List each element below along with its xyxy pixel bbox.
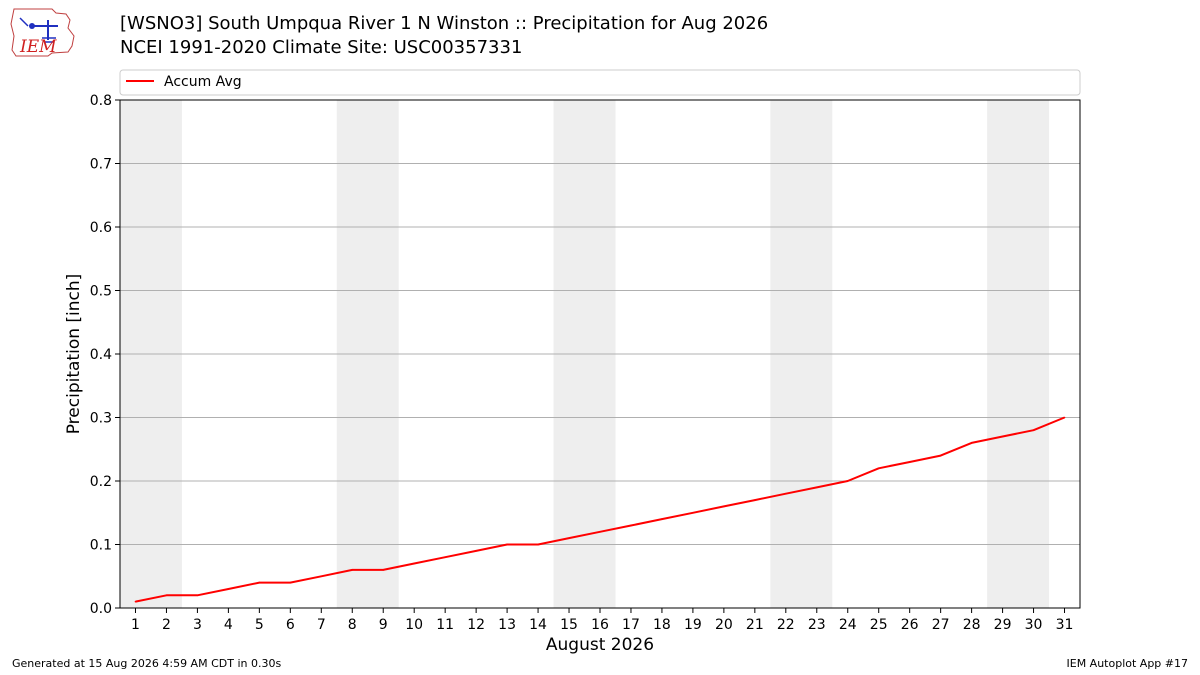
x-tick-label: 2: [162, 617, 171, 633]
x-tick-label: 19: [684, 617, 702, 633]
generated-timestamp: Generated at 15 Aug 2026 4:59 AM CDT in …: [12, 657, 282, 670]
x-tick-label: 13: [498, 617, 516, 633]
data-point: [815, 486, 818, 489]
x-tick-label: 25: [870, 617, 888, 633]
data-point: [351, 569, 354, 571]
data-point: [785, 492, 787, 495]
data-point: [475, 550, 477, 552]
x-tick-label: 23: [808, 617, 826, 633]
x-tick-label: 18: [653, 617, 671, 633]
data-point: [661, 518, 663, 520]
x-tick-label: 5: [255, 617, 264, 633]
x-tick-label: 27: [932, 617, 950, 633]
title-line-2: NCEI 1991-2020 Climate Site: USC00357331: [120, 37, 523, 58]
x-tick-label: 30: [1025, 617, 1043, 633]
data-point: [568, 537, 570, 539]
data-point: [134, 600, 137, 603]
data-point: [506, 543, 508, 546]
data-point: [196, 594, 199, 597]
x-tick-label: 11: [436, 617, 454, 633]
data-point: [320, 575, 323, 578]
x-tick-label: 31: [1056, 617, 1074, 633]
data-point: [289, 581, 292, 584]
legend-box: [119, 69, 1081, 96]
data-point: [877, 467, 880, 470]
x-tick-label: 12: [467, 617, 485, 633]
x-tick-label: 22: [777, 617, 795, 633]
y-tick-label: 0.1: [90, 538, 112, 554]
data-point: [723, 505, 725, 508]
y-tick-label: 0.6: [90, 220, 112, 236]
x-tick-label: 8: [348, 617, 357, 633]
chart-title: [WSNO3] South Umpqua River 1 N Winston :…: [120, 12, 768, 60]
y-tick-label: 0.0: [90, 601, 112, 617]
y-tick-label: 0.8: [90, 93, 112, 109]
app-label: IEM Autoplot App #17: [1066, 657, 1189, 670]
x-tick-label: 3: [193, 617, 202, 633]
data-point: [970, 442, 973, 444]
x-tick-label: 6: [286, 617, 295, 633]
iem-logo-icon: IEM: [10, 8, 75, 57]
data-point: [258, 581, 261, 584]
x-tick-label: 4: [224, 617, 233, 633]
x-tick-label: 20: [715, 617, 733, 633]
x-tick-label: 9: [379, 617, 388, 633]
y-tick-label: 0.3: [90, 411, 112, 427]
x-tick-label: 14: [529, 617, 547, 633]
x-tick-label: 15: [560, 617, 578, 633]
x-tick-label: 10: [405, 617, 423, 633]
data-point: [754, 499, 756, 501]
data-point: [165, 594, 168, 597]
x-tick-label: 26: [901, 617, 919, 633]
data-point: [599, 531, 601, 533]
data-point: [382, 569, 385, 571]
legend-label: Accum Avg: [164, 74, 242, 90]
x-tick-label: 21: [746, 617, 764, 633]
title-line-1: [WSNO3] South Umpqua River 1 N Winston :…: [120, 13, 769, 34]
data-point: [939, 454, 942, 457]
data-point: [908, 461, 911, 463]
x-tick-label: 17: [622, 617, 640, 633]
y-tick-label: 0.7: [90, 157, 112, 173]
x-tick-label: 1: [131, 617, 140, 633]
data-point: [413, 562, 415, 565]
legend: Accum Avg: [119, 69, 1081, 96]
y-tick-label: 0.5: [90, 284, 112, 300]
y-axis-label: Precipitation [inch]: [64, 274, 84, 435]
x-tick-label: 7: [317, 617, 326, 633]
data-point: [1001, 435, 1004, 438]
x-tick-label: 28: [963, 617, 981, 633]
data-point: [846, 480, 849, 482]
data-point: [692, 511, 694, 514]
y-tick-label: 0.2: [90, 474, 112, 490]
x-tick-label: 24: [839, 617, 857, 633]
data-point: [1063, 416, 1066, 419]
x-tick-label: 16: [591, 617, 609, 633]
x-tick-label: 29: [994, 617, 1012, 633]
y-tick-label: 0.4: [90, 347, 112, 363]
data-point: [630, 524, 632, 527]
iem-logo-text: IEM: [19, 37, 57, 57]
data-point: [537, 543, 539, 546]
data-point: [444, 556, 446, 558]
data-point: [227, 588, 230, 590]
x-axis-label: August 2026: [546, 635, 654, 655]
data-point: [1032, 429, 1035, 432]
